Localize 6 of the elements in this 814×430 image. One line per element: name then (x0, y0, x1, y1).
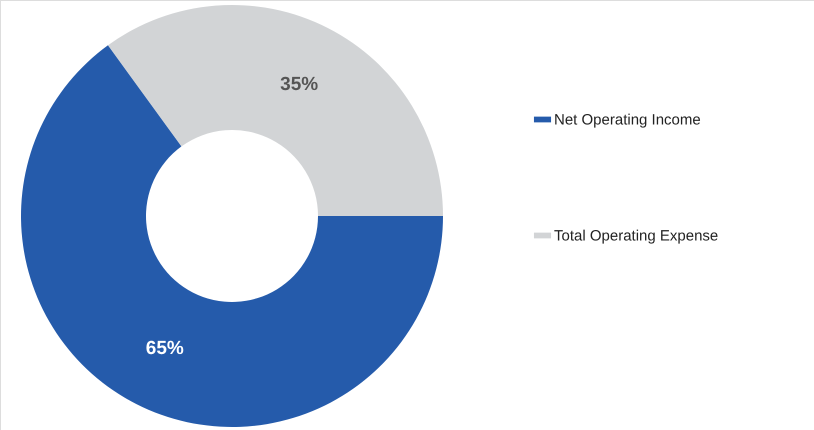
data-label: 35% (280, 74, 318, 96)
legend-label: Total Operating Expense (554, 228, 718, 244)
data-label: 65% (146, 338, 184, 359)
donut-slice (108, 5, 443, 216)
legend-label: Net Operating Income (554, 112, 701, 128)
donut-slice (21, 45, 443, 427)
